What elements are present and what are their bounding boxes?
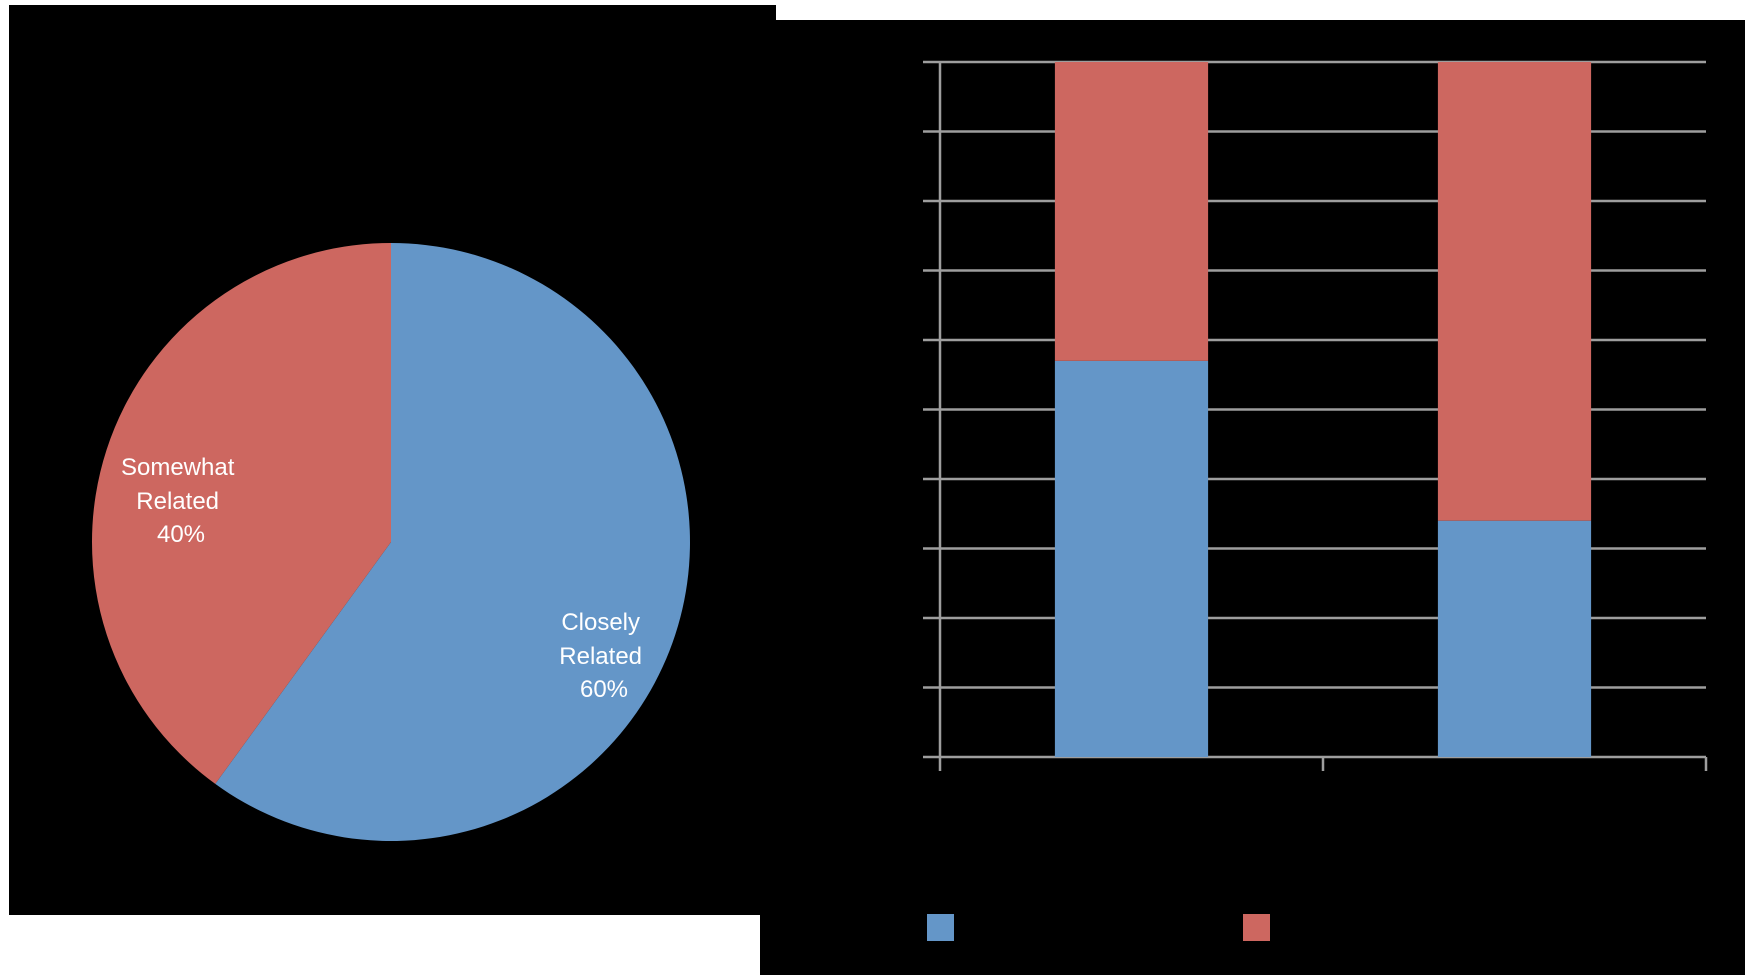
legend-swatch-series-2 [1243, 914, 1270, 941]
bar-segment-cat2-series1 [1437, 520, 1592, 757]
slice-label-closely-related-line1: Closely [561, 609, 640, 636]
axes [938, 62, 1708, 771]
pie-chart-panel: Somewhat Related 40% Closely Related 60% [9, 5, 776, 915]
legend-swatch-series-1 [927, 914, 954, 941]
bars [1054, 62, 1592, 757]
stacked-bar-chart [923, 60, 1708, 771]
bar-segment-cat2-series2 [1437, 62, 1592, 521]
slice-label-somewhat-related: Somewhat Related 40% [121, 454, 241, 548]
pie-slice-somewhat-related [91, 243, 391, 784]
slice-label-closely-related-pct: 60% [580, 676, 628, 703]
pie-slice-closely-related [215, 243, 690, 842]
bar-segment-cat1-series1 [1054, 360, 1209, 757]
bar-segment-cat1-series2 [1054, 62, 1209, 361]
bar-chart-panel [760, 20, 1745, 975]
slice-label-somewhat-related-line1: Somewhat [121, 454, 235, 481]
pie-slices [91, 243, 690, 842]
pie-chart: Somewhat Related 40% Closely Related 60% [91, 243, 690, 842]
slice-label-closely-related: Closely Related 60% [559, 609, 648, 703]
slice-label-somewhat-related-pct: 40% [157, 521, 205, 548]
slice-label-somewhat-related-line2: Related [136, 488, 219, 515]
slice-label-closely-related-line2: Related [559, 643, 642, 670]
